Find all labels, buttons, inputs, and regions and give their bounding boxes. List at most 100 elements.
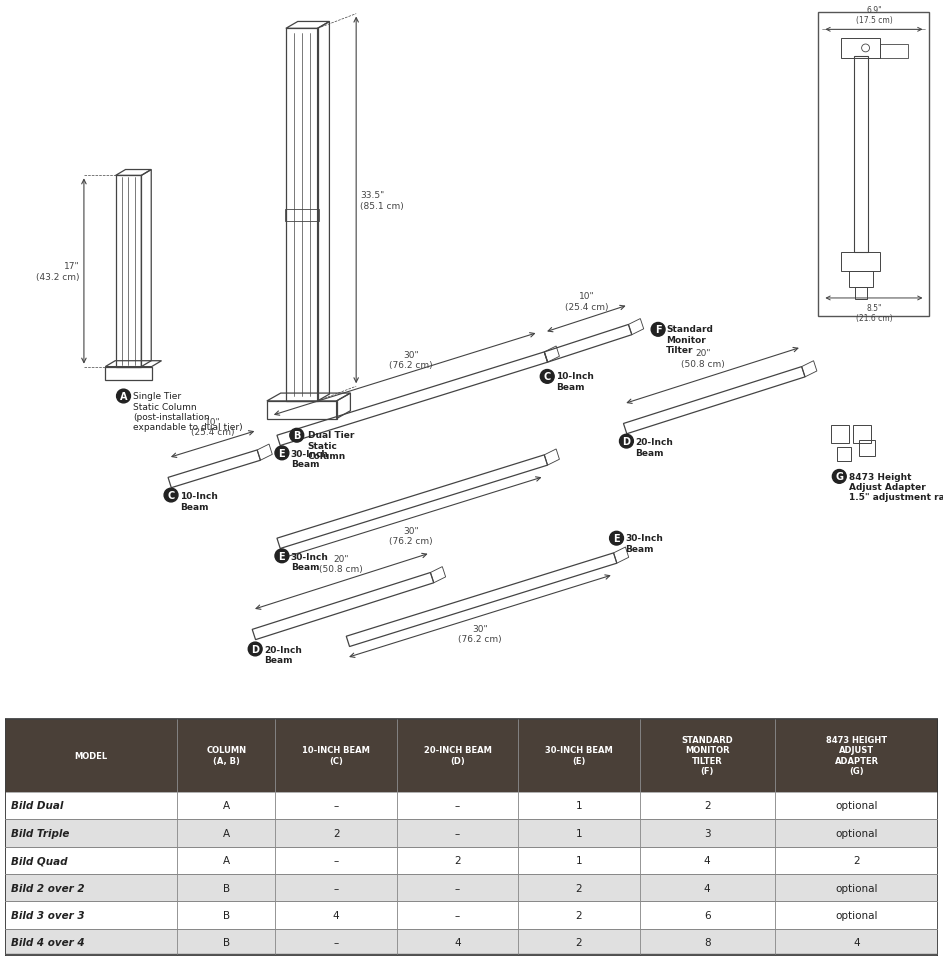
Text: 4: 4 bbox=[853, 938, 860, 948]
Text: Bild 2 over 2: Bild 2 over 2 bbox=[10, 883, 84, 893]
Text: Bild Quad: Bild Quad bbox=[10, 855, 67, 865]
Bar bbox=[639, 719, 775, 792]
Text: 30-Inch
Beam: 30-Inch Beam bbox=[290, 553, 329, 572]
Bar bbox=[397, 792, 519, 820]
Bar bbox=[397, 875, 519, 901]
Text: Standard
Monitor
Tilter: Standard Monitor Tilter bbox=[666, 325, 713, 355]
Text: 1: 1 bbox=[575, 801, 582, 810]
Bar bbox=[397, 719, 519, 792]
Text: 30"
(76.2 cm): 30" (76.2 cm) bbox=[389, 527, 433, 546]
Bar bbox=[397, 901, 519, 929]
Text: 4: 4 bbox=[703, 855, 710, 865]
Text: E: E bbox=[613, 533, 620, 544]
Bar bbox=[854, 288, 867, 300]
Bar bbox=[837, 448, 852, 461]
Circle shape bbox=[609, 531, 623, 546]
Bar bbox=[275, 875, 397, 901]
Text: 20"
(50.8 cm): 20" (50.8 cm) bbox=[681, 349, 724, 368]
Text: 10-INCH BEAM
(C): 10-INCH BEAM (C) bbox=[302, 746, 370, 765]
Bar bbox=[519, 929, 639, 956]
Bar bbox=[275, 719, 397, 792]
Text: 10"
(25.4 cm): 10" (25.4 cm) bbox=[565, 292, 608, 311]
Bar bbox=[275, 901, 397, 929]
Text: G: G bbox=[835, 472, 843, 481]
Text: 30-Inch
Beam: 30-Inch Beam bbox=[625, 533, 663, 554]
Bar bbox=[5, 929, 177, 956]
Bar bbox=[519, 792, 639, 820]
Bar bbox=[775, 901, 938, 929]
Text: E: E bbox=[278, 449, 285, 458]
Text: optional: optional bbox=[835, 801, 878, 810]
Text: 1: 1 bbox=[575, 855, 582, 865]
Bar bbox=[275, 929, 397, 956]
Bar bbox=[519, 875, 639, 901]
Text: –: – bbox=[334, 938, 339, 948]
Text: –: – bbox=[334, 883, 339, 893]
Text: –: – bbox=[334, 855, 339, 865]
Text: –: – bbox=[455, 801, 460, 810]
Text: STANDARD
MONITOR
TILTER
(F): STANDARD MONITOR TILTER (F) bbox=[682, 735, 733, 776]
Text: 6: 6 bbox=[703, 910, 710, 920]
Bar bbox=[775, 719, 938, 792]
Text: 30"
(76.2 cm): 30" (76.2 cm) bbox=[458, 625, 502, 644]
Text: 2: 2 bbox=[703, 801, 710, 810]
Text: B: B bbox=[293, 431, 301, 441]
Bar bbox=[177, 792, 275, 820]
Text: 2: 2 bbox=[853, 855, 860, 865]
Text: 8.5"
(21.6 cm): 8.5" (21.6 cm) bbox=[855, 304, 892, 323]
Bar bbox=[285, 209, 319, 221]
Text: COLUMN
(A, B): COLUMN (A, B) bbox=[207, 746, 246, 765]
Text: 2: 2 bbox=[575, 938, 582, 948]
Circle shape bbox=[117, 390, 130, 404]
Circle shape bbox=[164, 489, 178, 503]
Circle shape bbox=[275, 447, 289, 460]
Text: Bild 3 over 3: Bild 3 over 3 bbox=[10, 910, 84, 920]
Text: 8473 Height
Adjust Adapter
1.5" adjustment range: 8473 Height Adjust Adapter 1.5" adjustme… bbox=[850, 472, 943, 502]
Circle shape bbox=[248, 643, 262, 656]
Bar bbox=[397, 847, 519, 875]
Text: 2: 2 bbox=[575, 910, 582, 920]
Bar bbox=[775, 929, 938, 956]
Circle shape bbox=[620, 434, 634, 449]
Bar bbox=[639, 847, 775, 875]
Text: Bild Dual: Bild Dual bbox=[10, 801, 63, 810]
Text: 2: 2 bbox=[333, 828, 339, 838]
Text: –: – bbox=[334, 801, 339, 810]
Text: 4: 4 bbox=[703, 883, 710, 893]
Text: MODEL: MODEL bbox=[74, 751, 108, 760]
Text: C: C bbox=[168, 490, 174, 501]
Bar bbox=[841, 253, 881, 272]
Text: 8: 8 bbox=[703, 938, 710, 948]
Text: 2: 2 bbox=[455, 855, 461, 865]
Text: 17"
(43.2 cm): 17" (43.2 cm) bbox=[37, 262, 80, 282]
Text: F: F bbox=[654, 325, 661, 335]
Bar bbox=[5, 901, 177, 929]
Bar bbox=[397, 929, 519, 956]
Text: Bild Triple: Bild Triple bbox=[10, 828, 69, 838]
Bar bbox=[5, 847, 177, 875]
Bar bbox=[519, 820, 639, 847]
Bar bbox=[832, 426, 850, 444]
Circle shape bbox=[652, 323, 665, 337]
Bar bbox=[5, 875, 177, 901]
Bar bbox=[519, 901, 639, 929]
Text: B: B bbox=[223, 910, 230, 920]
Text: 4: 4 bbox=[455, 938, 461, 948]
Bar bbox=[397, 820, 519, 847]
Bar bbox=[275, 820, 397, 847]
Text: 20"
(50.8 cm): 20" (50.8 cm) bbox=[320, 554, 363, 574]
Circle shape bbox=[290, 429, 304, 443]
Text: 3: 3 bbox=[703, 828, 710, 838]
Bar bbox=[177, 901, 275, 929]
Bar bbox=[519, 719, 639, 792]
Text: 10"
(25.4 cm): 10" (25.4 cm) bbox=[190, 417, 235, 436]
Bar bbox=[859, 441, 875, 456]
Bar bbox=[177, 820, 275, 847]
Text: B: B bbox=[223, 938, 230, 948]
Text: B: B bbox=[223, 883, 230, 893]
Text: 30"
(76.2 cm): 30" (76.2 cm) bbox=[389, 350, 433, 370]
Text: 2: 2 bbox=[575, 883, 582, 893]
Text: Dual Tier
Static
Column: Dual Tier Static Column bbox=[307, 431, 354, 460]
Circle shape bbox=[275, 550, 289, 563]
Bar bbox=[639, 792, 775, 820]
